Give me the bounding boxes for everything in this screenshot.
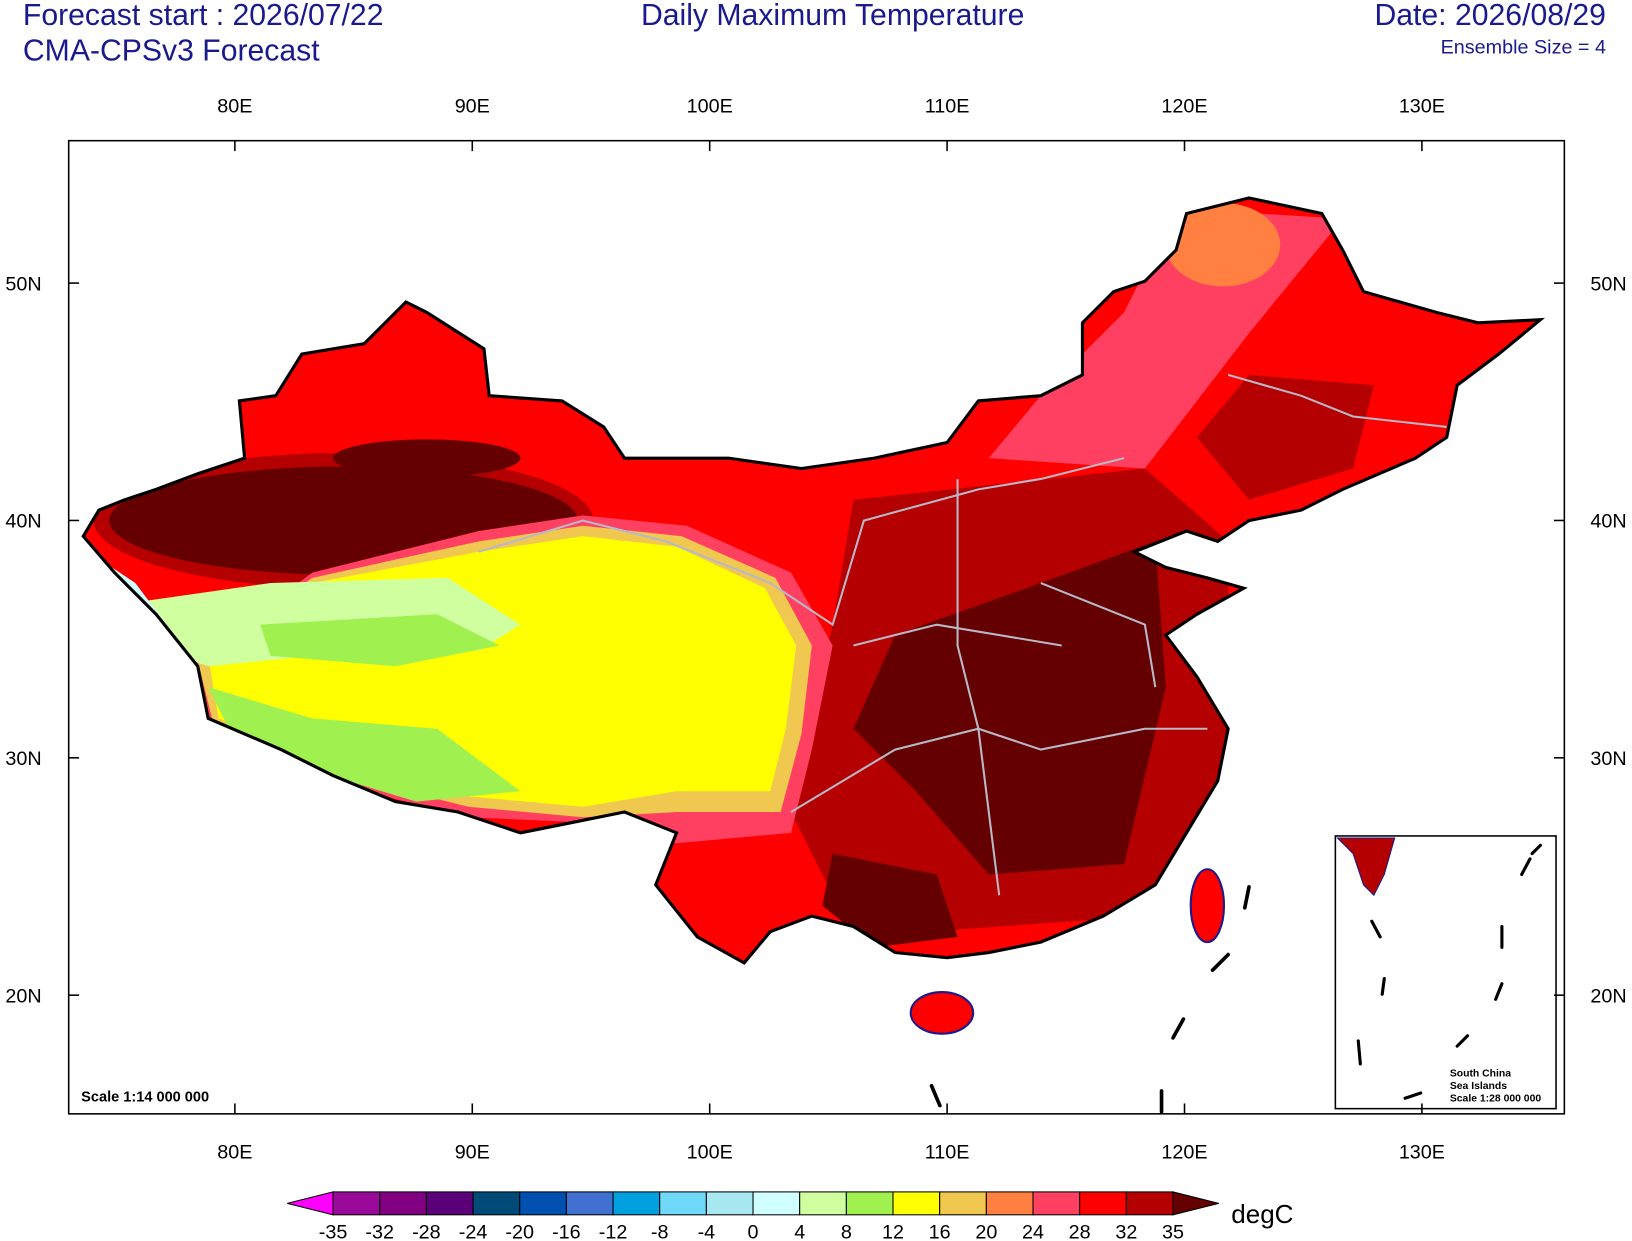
inset-scale: Scale 1:28 000 000: [1450, 1093, 1542, 1104]
x-tick-label: 80E: [217, 1142, 252, 1164]
colorbar-box: [892, 1191, 941, 1216]
y-tick-label: 20N: [5, 985, 41, 1007]
colorbar-label: 12: [882, 1222, 904, 1241]
colorbar-box: [752, 1191, 801, 1216]
y-tick-label: 50N: [1590, 273, 1626, 295]
x-tick-label: 100E: [687, 1142, 733, 1164]
colorbar-box: [659, 1191, 707, 1216]
colorbar-box: [1125, 1191, 1174, 1216]
x-tick-label: 90E: [455, 1142, 490, 1164]
x-tick-label: 120E: [1161, 1142, 1207, 1164]
colorbar-label: -12: [599, 1222, 628, 1241]
colorbar-box: [939, 1191, 987, 1216]
colorbar-label: -16: [552, 1222, 581, 1241]
colorbar-box: [565, 1191, 614, 1216]
boundary-dashes: [929, 885, 1251, 1114]
colorbar-box: [845, 1191, 894, 1216]
x-tick-label: 130E: [1399, 96, 1445, 118]
colorbar-label: -35: [319, 1222, 348, 1241]
forecast-start: Forecast start : 2026/07/22: [23, 0, 384, 32]
hainan-island: [909, 991, 975, 1035]
inset-coast: [1336, 837, 1396, 897]
title: Daily Maximum Temperature: [641, 0, 1024, 32]
colorbar-box: [985, 1191, 1034, 1216]
colorbar-label: -4: [698, 1222, 716, 1241]
taiwan-island: [1189, 868, 1226, 944]
y-tick-label: 30N: [5, 748, 41, 770]
colorbar-label: -24: [459, 1222, 488, 1241]
model-name: CMA-CPSv3 Forecast: [23, 35, 320, 68]
map-scale: Scale 1:14 000 000: [81, 1089, 209, 1105]
y-tick-label: 30N: [1590, 748, 1626, 770]
y-tick-label: 20N: [1590, 985, 1626, 1007]
colorbar-box: [379, 1191, 427, 1216]
x-tick-label: 120E: [1161, 96, 1207, 118]
colorbar-label: -28: [412, 1222, 441, 1241]
y-tick-label: 40N: [1590, 511, 1626, 533]
colorbar-label: -8: [651, 1222, 669, 1241]
colorbar-box: [799, 1191, 847, 1216]
colorbar-label: 35: [1162, 1222, 1184, 1241]
colorbar-label: 4: [794, 1222, 805, 1241]
inset-label: Sea Islands: [1450, 1081, 1507, 1092]
colorbar-label: 20: [975, 1222, 997, 1241]
colorbar-label: 16: [929, 1222, 951, 1241]
colorbar-label: -32: [365, 1222, 394, 1241]
inset-dashes: [1356, 843, 1542, 1100]
colorbar-label: 32: [1115, 1222, 1137, 1241]
x-tick-label: 100E: [687, 96, 733, 118]
x-tick-label: 130E: [1399, 1142, 1445, 1164]
x-tick-label: 80E: [217, 96, 252, 118]
colorbar-box: [705, 1191, 754, 1216]
colorbar-box: [1079, 1191, 1127, 1216]
colorbar-box: [519, 1191, 567, 1216]
colorbar-label: 0: [748, 1222, 759, 1241]
colorbar-extend: [287, 1191, 334, 1216]
colorbar-label: -20: [505, 1222, 534, 1241]
china-border: [81, 196, 1546, 965]
colorbar-extend: [1172, 1191, 1219, 1216]
colorbar-box: [612, 1191, 661, 1216]
x-tick-label: 110E: [925, 1142, 970, 1164]
colorbar-box: [332, 1191, 381, 1216]
x-tick-label: 110E: [925, 96, 970, 118]
colorbar-unit: degC: [1231, 1199, 1293, 1229]
valid-date: Date: 2026/08/29: [1374, 0, 1606, 32]
colorbar-box: [425, 1191, 474, 1216]
x-tick-label: 90E: [455, 96, 490, 118]
colorbar-box: [472, 1191, 521, 1216]
colorbar-label: 28: [1069, 1222, 1091, 1241]
colorbar-label: 8: [841, 1222, 852, 1241]
ensemble-size: Ensemble Size = 4: [1441, 36, 1606, 58]
inset-label: South China: [1450, 1068, 1511, 1079]
y-tick-label: 50N: [5, 273, 41, 295]
y-tick-label: 40N: [5, 511, 41, 533]
colorbar-box: [1032, 1191, 1081, 1216]
province-boundaries: [478, 373, 1447, 896]
colorbar-label: 24: [1022, 1222, 1044, 1241]
